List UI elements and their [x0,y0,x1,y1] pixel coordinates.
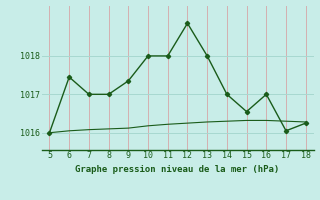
X-axis label: Graphe pression niveau de la mer (hPa): Graphe pression niveau de la mer (hPa) [76,165,280,174]
